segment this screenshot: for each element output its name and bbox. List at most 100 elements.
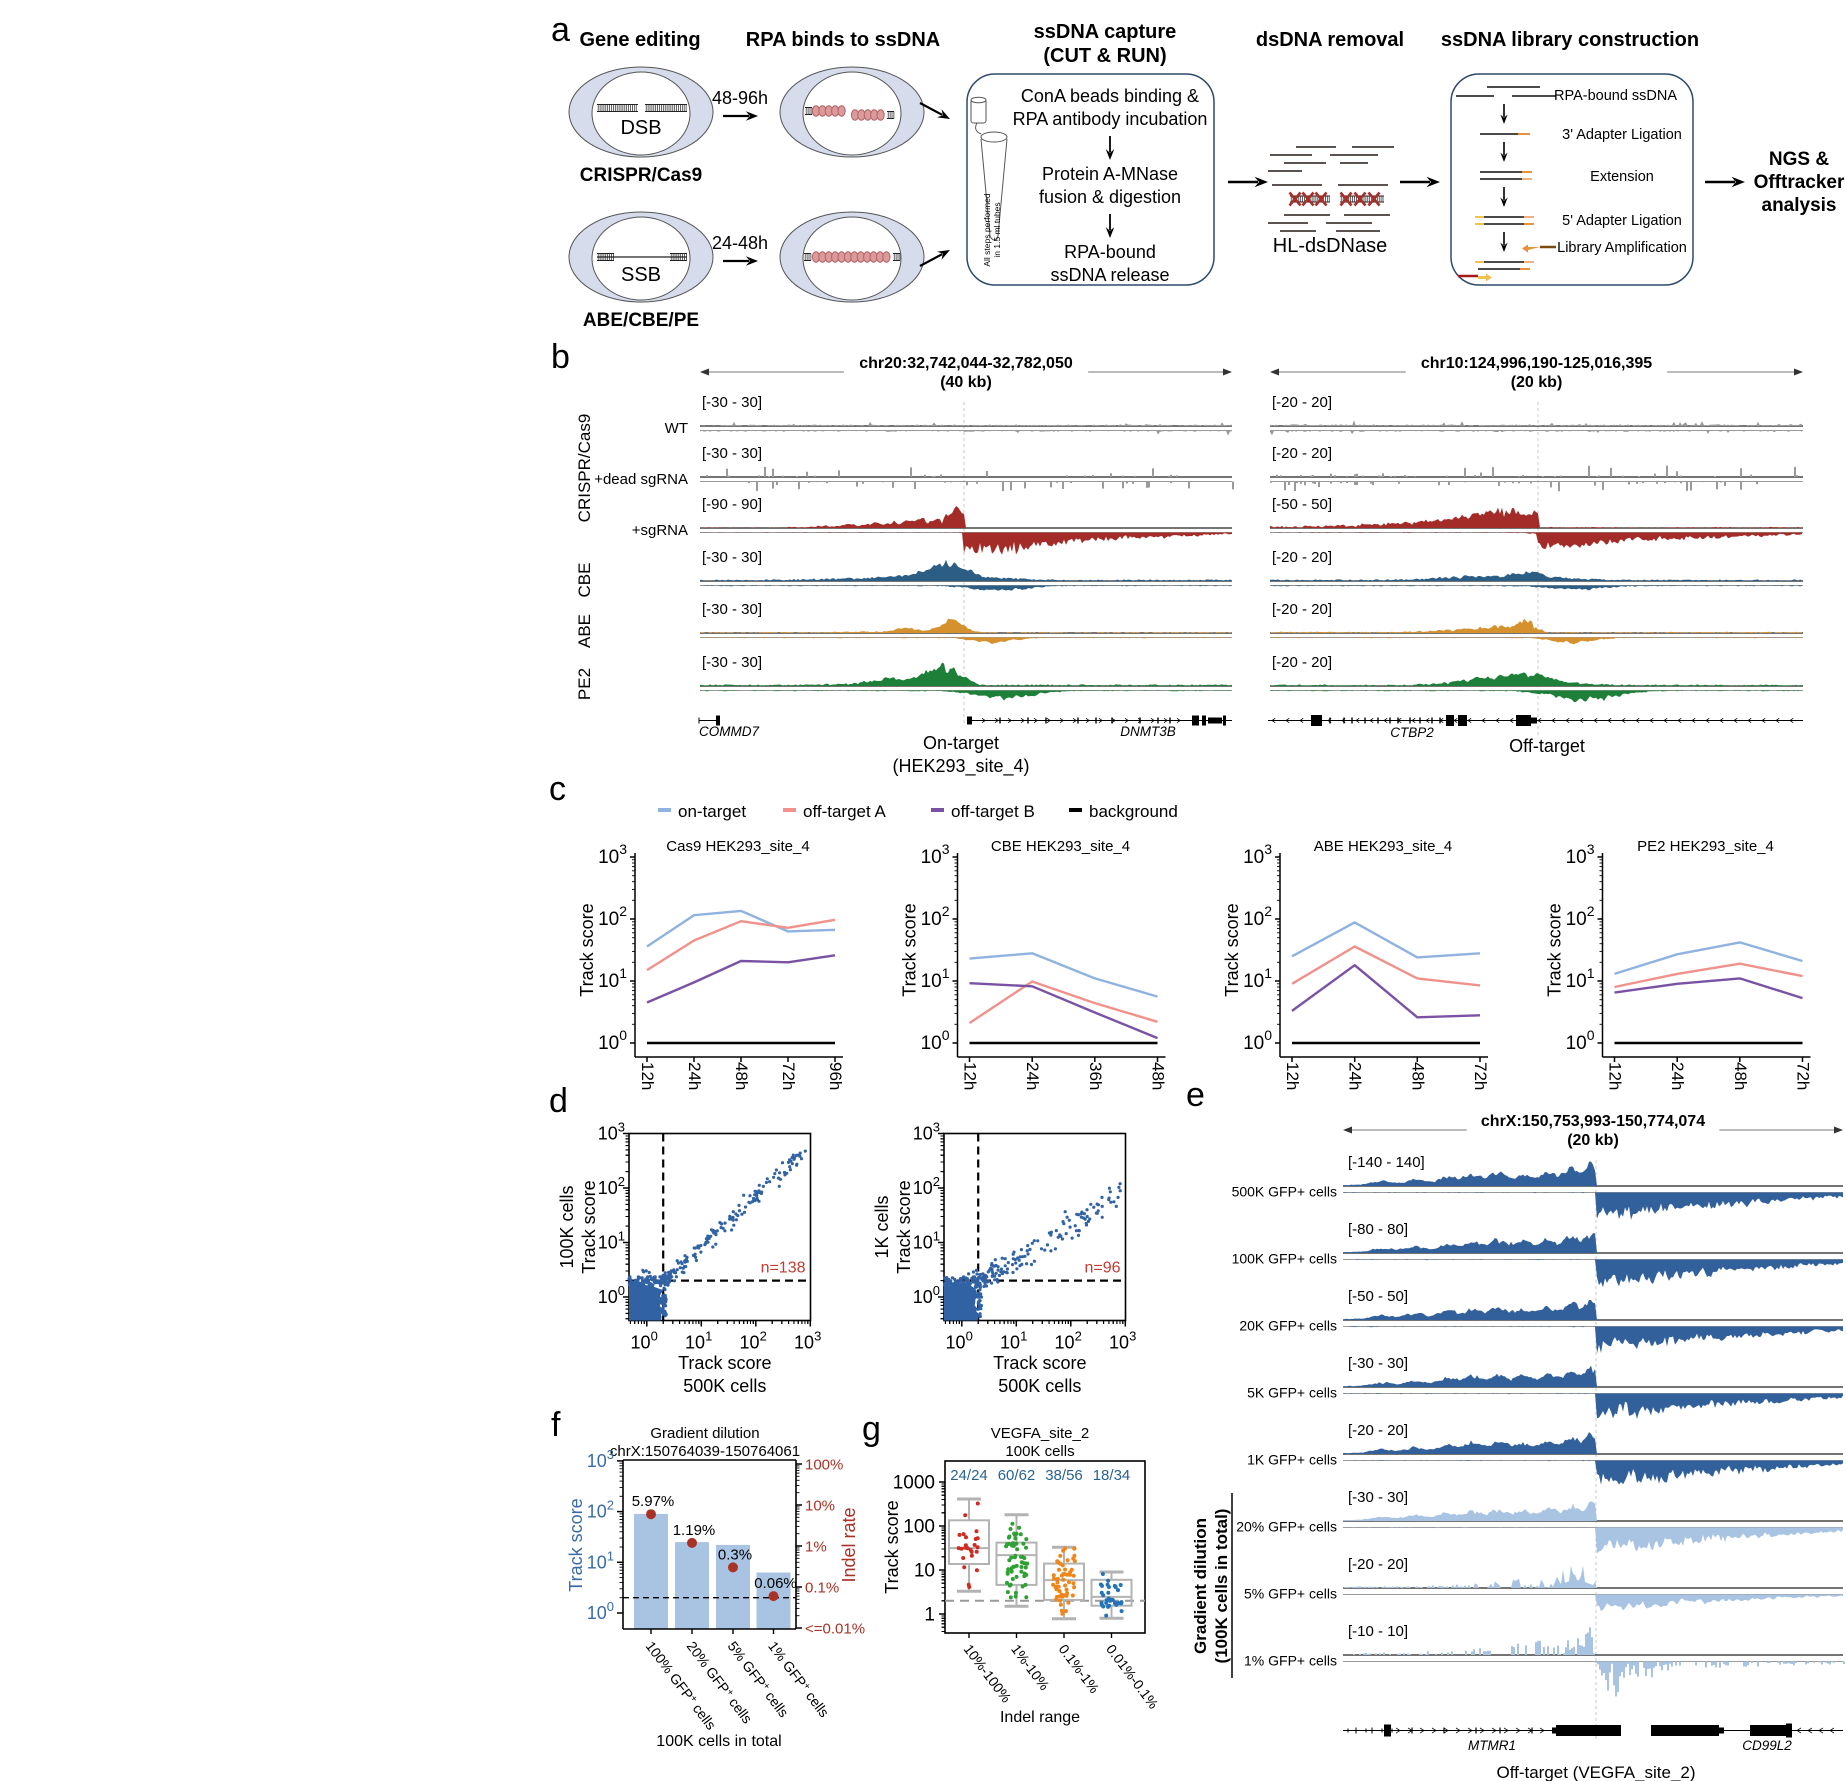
svg-text:10%: 10% — [805, 1498, 835, 1515]
svg-text:72h: 72h — [779, 1062, 798, 1090]
svg-text:COMMD7: COMMD7 — [699, 724, 759, 739]
svg-text:60/62: 60/62 — [998, 1467, 1036, 1484]
svg-text:(CUT & RUN): (CUT & RUN) — [1043, 45, 1166, 67]
svg-text:[-20 - 20]: [-20 - 20] — [1272, 445, 1332, 462]
svg-text:PE2 HEK293_site_4: PE2 HEK293_site_4 — [1637, 838, 1774, 855]
svg-text:10: 10 — [914, 1561, 935, 1582]
svg-text:500K cells: 500K cells — [683, 1376, 766, 1396]
svg-text:500K cells: 500K cells — [998, 1376, 1081, 1396]
svg-text:48h: 48h — [1731, 1062, 1750, 1090]
svg-text:Extension: Extension — [1590, 169, 1654, 185]
svg-text:dsDNA removal: dsDNA removal — [1256, 29, 1404, 51]
svg-text:Track score: Track score — [566, 1498, 586, 1591]
svg-text:ABE HEK293_site_4: ABE HEK293_site_4 — [1314, 838, 1452, 855]
svg-text:100%: 100% — [805, 1457, 843, 1474]
svg-text:On-target: On-target — [923, 733, 999, 753]
svg-text:[-20 - 20]: [-20 - 20] — [1348, 1422, 1408, 1439]
svg-text:CRISPR/Cas9: CRISPR/Cas9 — [580, 165, 703, 186]
svg-text:d: d — [549, 1082, 568, 1120]
svg-text:0.3%: 0.3% — [718, 1546, 752, 1563]
svg-text:0.06%: 0.06% — [754, 1575, 797, 1592]
svg-text:[-30 - 30]: [-30 - 30] — [702, 445, 762, 462]
svg-text:1: 1 — [924, 1605, 935, 1626]
svg-text:500K GFP+ cells: 500K GFP+ cells — [1232, 1184, 1337, 1200]
svg-text:18/34: 18/34 — [1093, 1467, 1131, 1484]
svg-text:Gradient dilution: Gradient dilution — [1191, 1518, 1210, 1654]
svg-text:100: 100 — [903, 1517, 935, 1538]
svg-text:12h: 12h — [961, 1062, 980, 1090]
svg-text:24/24: 24/24 — [950, 1467, 988, 1484]
svg-text:All steps performed: All steps performed — [982, 193, 992, 266]
svg-text:(100K cells in total): (100K cells in total) — [1212, 1509, 1231, 1664]
svg-text:12h: 12h — [1606, 1062, 1625, 1090]
svg-text:Gene editing: Gene editing — [579, 29, 700, 51]
svg-text:e: e — [1186, 1076, 1205, 1114]
svg-text:(HEK293_site_4): (HEK293_site_4) — [892, 756, 1029, 777]
svg-text:38/56: 38/56 — [1045, 1467, 1083, 1484]
svg-text:Track score: Track score — [900, 903, 920, 996]
svg-text:1000: 1000 — [893, 1473, 935, 1494]
svg-text:96h: 96h — [826, 1062, 845, 1090]
svg-text:CBE HEK293_site_4: CBE HEK293_site_4 — [991, 838, 1130, 855]
svg-text:100K GFP+ cells: 100K GFP+ cells — [1232, 1251, 1337, 1267]
svg-text:[-30 - 30]: [-30 - 30] — [702, 654, 762, 671]
svg-text:[-20 - 20]: [-20 - 20] — [1272, 549, 1332, 566]
svg-text:c: c — [549, 770, 566, 808]
svg-text:1K cells: 1K cells — [872, 1195, 892, 1258]
svg-text:[-140 - 140]: [-140 - 140] — [1348, 1154, 1425, 1171]
svg-text:Protein A-MNase: Protein A-MNase — [1042, 164, 1178, 184]
svg-text:f: f — [551, 1406, 561, 1444]
svg-text:[-20 - 20]: [-20 - 20] — [1272, 654, 1332, 671]
svg-text:Offtracker: Offtracker — [1754, 172, 1845, 193]
svg-text:on-target: on-target — [678, 802, 746, 821]
svg-text:g: g — [862, 1410, 881, 1448]
svg-text:Library Amplification: Library Amplification — [1557, 240, 1687, 256]
svg-text:[-20 - 20]: [-20 - 20] — [1348, 1556, 1408, 1573]
svg-text:ssDNA library construction: ssDNA library construction — [1441, 29, 1699, 51]
svg-text:5% GFP+ cells: 5% GFP+ cells — [1244, 1586, 1337, 1602]
svg-text:20% GFP+ cells: 20% GFP+ cells — [1236, 1519, 1337, 1535]
svg-text:VEGFA_site_2: VEGFA_site_2 — [991, 1425, 1089, 1442]
svg-text:20K GFP+ cells: 20K GFP+ cells — [1239, 1318, 1337, 1334]
svg-text:ABE: ABE — [575, 614, 594, 648]
svg-text:[-30 - 30]: [-30 - 30] — [1348, 1489, 1408, 1506]
svg-text:[-10 - 10]: [-10 - 10] — [1348, 1623, 1408, 1640]
svg-text:5' Adapter Ligation: 5' Adapter Ligation — [1562, 213, 1682, 229]
svg-text:RPA binds to ssDNA: RPA binds to ssDNA — [746, 29, 940, 51]
svg-text:n=138: n=138 — [761, 1260, 806, 1277]
svg-text:[-50 - 50]: [-50 - 50] — [1348, 1288, 1408, 1305]
svg-text:b: b — [551, 338, 570, 376]
svg-text:(40 kb): (40 kb) — [940, 374, 992, 391]
svg-text:24h: 24h — [1023, 1062, 1042, 1090]
svg-text:HL-dsDNase: HL-dsDNase — [1273, 235, 1387, 257]
svg-text:48h: 48h — [1149, 1062, 1168, 1090]
svg-text:1%: 1% — [805, 1539, 827, 1556]
svg-text:Track score: Track score — [993, 1353, 1086, 1373]
svg-text:chrX:150764039-150764061: chrX:150764039-150764061 — [610, 1443, 800, 1460]
svg-text:RPA-bound ssDNA: RPA-bound ssDNA — [1554, 88, 1677, 104]
svg-text:CBE: CBE — [575, 563, 594, 598]
svg-text:1K GFP+ cells: 1K GFP+ cells — [1247, 1452, 1337, 1468]
svg-text:Off-target (VEGFA_site_2): Off-target (VEGFA_site_2) — [1496, 1763, 1695, 1781]
svg-text:[-30 - 30]: [-30 - 30] — [702, 549, 762, 566]
svg-text:chr20:32,742,044-32,782,050: chr20:32,742,044-32,782,050 — [859, 355, 1073, 372]
svg-text:Cas9 HEK293_site_4: Cas9 HEK293_site_4 — [666, 838, 809, 855]
svg-text:fusion & digestion: fusion & digestion — [1039, 187, 1181, 207]
svg-text:100K cells: 100K cells — [1005, 1443, 1074, 1460]
svg-text:Track score: Track score — [579, 1180, 599, 1273]
svg-text:+dead sgRNA: +dead sgRNA — [594, 471, 688, 488]
svg-text:PE2: PE2 — [575, 668, 594, 700]
svg-text:100K cells in total: 100K cells in total — [656, 1733, 781, 1750]
svg-text:SSB: SSB — [621, 264, 661, 286]
svg-text:(20 kb): (20 kb) — [1511, 374, 1563, 391]
svg-text:Off-target: Off-target — [1509, 736, 1585, 756]
svg-text:[-20 - 20]: [-20 - 20] — [1272, 601, 1332, 618]
svg-text:Indel range: Indel range — [1000, 1709, 1080, 1726]
svg-text:chr10:124,996,190-125,016,395: chr10:124,996,190-125,016,395 — [1421, 355, 1652, 372]
svg-text:MTMR1: MTMR1 — [1468, 1738, 1516, 1753]
svg-text:WT: WT — [665, 420, 688, 437]
svg-text:+sgRNA: +sgRNA — [632, 522, 688, 539]
svg-text:24h: 24h — [1346, 1062, 1365, 1090]
svg-text:Track score: Track score — [577, 903, 597, 996]
svg-text:<=0.01%: <=0.01% — [805, 1621, 865, 1638]
